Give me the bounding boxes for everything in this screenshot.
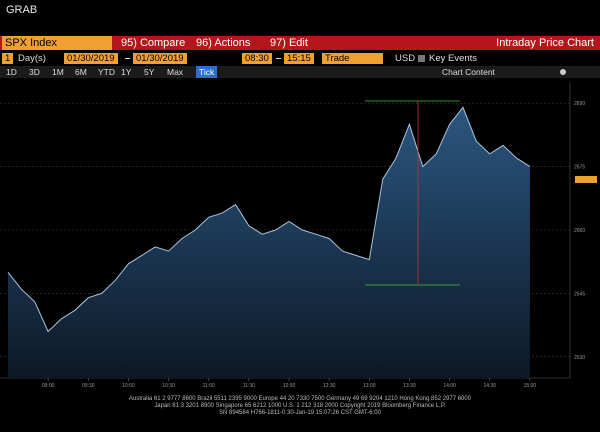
settings-bar: 1 Day(s) 01/30/2019 01/30/2019 08:30 15:… xyxy=(0,52,600,65)
x-tick-label: 15:00 xyxy=(524,383,537,389)
y-tick-label: 2630 xyxy=(574,355,585,361)
settings-icon[interactable] xyxy=(560,69,566,75)
x-tick-label: 10:00 xyxy=(122,383,135,389)
currency[interactable]: USD xyxy=(395,53,416,64)
y-tick-label: 2675 xyxy=(574,165,585,171)
x-tick-label: 13:30 xyxy=(403,383,416,389)
start-date[interactable]: 01/30/2019 xyxy=(64,53,118,64)
separator xyxy=(125,58,130,59)
range-button[interactable]: 1M xyxy=(52,67,64,77)
x-tick-label: 09:30 xyxy=(82,383,95,389)
range-button[interactable]: 1D xyxy=(6,67,17,77)
footer-line: SN 894584 H766-1811-0 30-Jan-19 15:07:26… xyxy=(219,410,381,416)
x-tick-label: 12:00 xyxy=(283,383,296,389)
axis-labels: 2630 2645 2660 2675 2690 09:00 09:30 10:00 10:30… xyxy=(42,101,585,389)
x-tick-label: 09:00 xyxy=(42,383,55,389)
series xyxy=(7,106,531,379)
y-tick-label: 2660 xyxy=(574,228,585,234)
range-button[interactable]: 1Y xyxy=(121,67,132,77)
range-button[interactable]: 5Y xyxy=(144,67,155,77)
end-date[interactable]: 01/30/2019 xyxy=(133,53,187,64)
start-time[interactable]: 08:30 xyxy=(242,53,272,64)
market-field[interactable]: Trade xyxy=(322,53,383,64)
x-tick-label: 14:00 xyxy=(443,383,456,389)
x-tick-label: 13:00 xyxy=(363,383,376,389)
edit-button[interactable]: 97) Edit xyxy=(270,37,308,49)
end-time[interactable]: 15:15 xyxy=(284,53,314,64)
footer-line: Australia 61 2 9777 8600 Brazil 5511 239… xyxy=(128,396,472,402)
range-button[interactable]: Max xyxy=(167,67,184,77)
key-events[interactable]: Key Events xyxy=(429,53,478,64)
x-tick-label: 11:30 xyxy=(243,383,255,389)
toolbar: SPX Index 95) Compare 96) Actions 97) Ed… xyxy=(0,36,600,50)
compare-button[interactable]: 95) Compare xyxy=(121,37,186,49)
period-unit[interactable]: Day(s) xyxy=(18,53,46,64)
period-field[interactable]: 1 xyxy=(2,53,14,64)
x-tick-label: 11:00 xyxy=(203,383,215,389)
x-tick-label: 10:30 xyxy=(162,383,175,389)
actions-button[interactable]: 96) Actions xyxy=(196,37,251,49)
range-button[interactable]: YTD xyxy=(98,67,115,77)
window-title: GRAB xyxy=(6,4,38,16)
range-bar: 1D 3D 1M 6M YTD 1Y 5Y Max Tick Chart Content xyxy=(0,66,600,78)
security-field[interactable]: SPX Index xyxy=(2,36,112,50)
checkbox[interactable] xyxy=(418,55,425,62)
chart: 2630 2645 2660 2675 2690 09:00 09:30 10:00 10:30… xyxy=(0,80,600,392)
x-tick-label: 12:30 xyxy=(323,383,336,389)
frequency-button[interactable]: Tick xyxy=(196,66,218,78)
view-title: Intraday Price Chart xyxy=(496,37,594,49)
footer-line: Japan 81 3 3201 8900 Singapore 65 6212 1… xyxy=(154,403,446,409)
y-tick-label: 2645 xyxy=(574,291,585,297)
y-tick-label: 2690 xyxy=(574,101,585,107)
last-price-tag xyxy=(575,176,597,183)
price-line xyxy=(7,106,531,333)
chart-content-button[interactable]: Chart Content xyxy=(442,67,495,77)
x-tick-label: 14:30 xyxy=(483,383,496,389)
price-area xyxy=(8,107,530,379)
range-button[interactable]: 3D xyxy=(29,67,40,77)
range-button[interactable]: 6M xyxy=(75,67,87,77)
separator xyxy=(276,58,281,59)
